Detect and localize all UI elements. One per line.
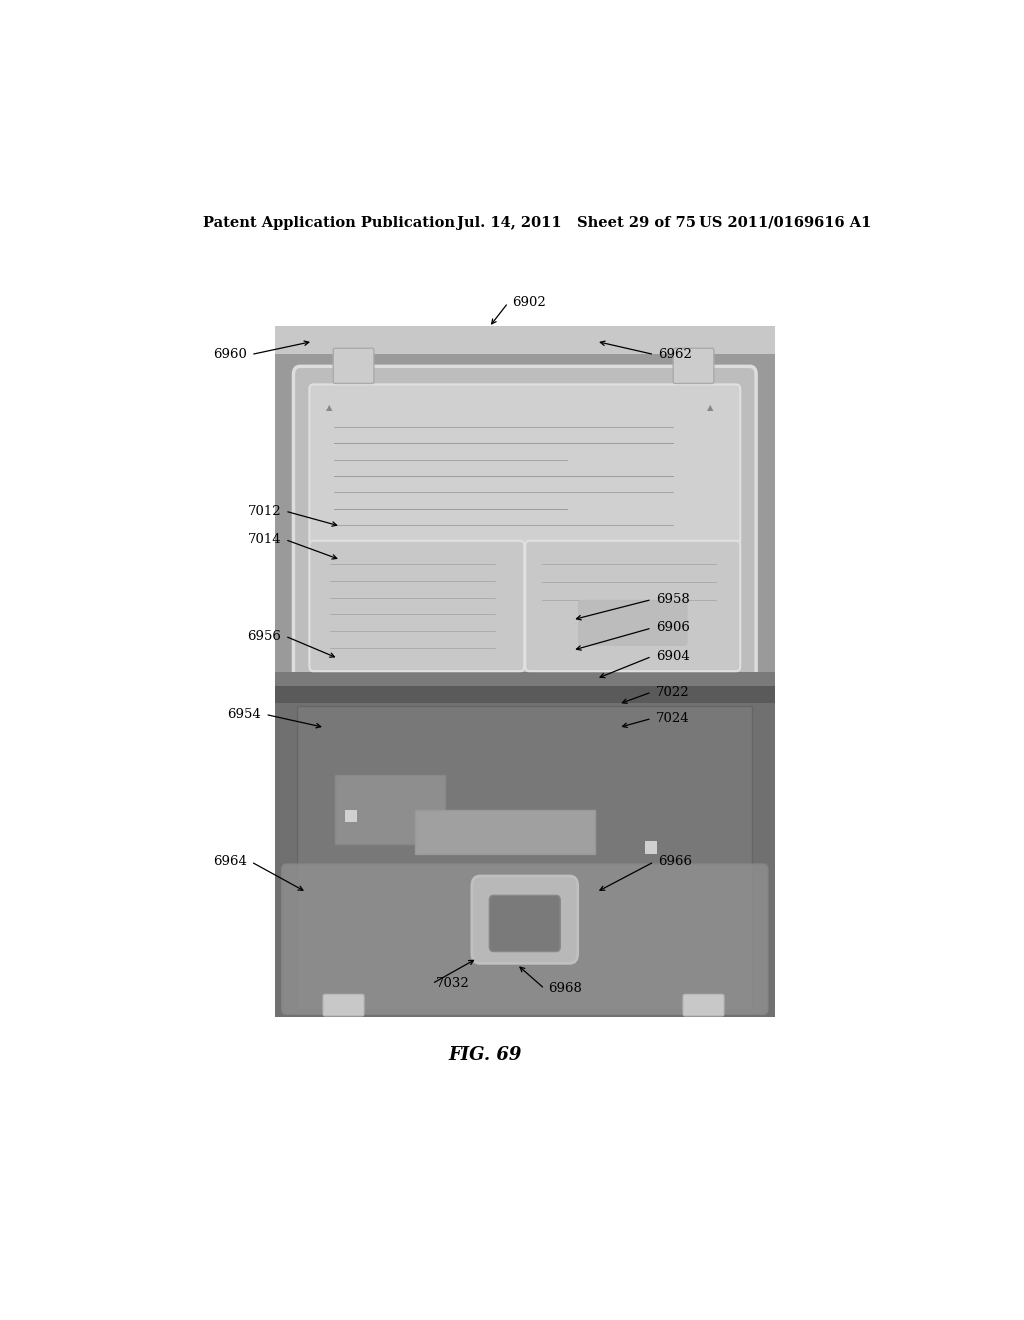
- FancyBboxPatch shape: [333, 348, 374, 383]
- FancyBboxPatch shape: [282, 865, 768, 1014]
- FancyBboxPatch shape: [579, 601, 687, 623]
- Text: 6904: 6904: [655, 649, 689, 663]
- Text: 6956: 6956: [247, 630, 282, 643]
- Text: 6964: 6964: [213, 855, 247, 869]
- Text: 7024: 7024: [655, 711, 689, 725]
- Bar: [274, 702, 775, 1018]
- FancyBboxPatch shape: [309, 384, 740, 545]
- Text: US 2011/0169616 A1: US 2011/0169616 A1: [699, 216, 871, 230]
- Text: 6968: 6968: [549, 982, 583, 995]
- Text: Patent Application Publication: Patent Application Publication: [204, 216, 456, 230]
- Text: 7032: 7032: [436, 977, 470, 990]
- Text: Jul. 14, 2011   Sheet 29 of 75: Jul. 14, 2011 Sheet 29 of 75: [458, 216, 696, 230]
- Text: 6902: 6902: [512, 296, 546, 309]
- Bar: [645, 841, 657, 854]
- Text: 7014: 7014: [248, 533, 282, 546]
- Bar: [274, 672, 775, 685]
- Bar: [274, 326, 775, 685]
- Bar: [274, 326, 775, 354]
- Bar: [335, 775, 444, 845]
- FancyBboxPatch shape: [324, 994, 364, 1016]
- Bar: [274, 326, 775, 1018]
- Bar: [297, 706, 753, 1010]
- FancyBboxPatch shape: [579, 622, 687, 645]
- FancyBboxPatch shape: [673, 348, 714, 383]
- Bar: [415, 809, 595, 854]
- Text: 6960: 6960: [213, 348, 247, 362]
- Text: 7012: 7012: [248, 504, 282, 517]
- FancyBboxPatch shape: [489, 895, 560, 952]
- Text: 6906: 6906: [655, 622, 689, 635]
- Bar: [274, 685, 775, 702]
- Text: ▲: ▲: [707, 403, 713, 412]
- FancyBboxPatch shape: [472, 876, 578, 964]
- Text: FIG. 69: FIG. 69: [449, 1045, 522, 1064]
- Bar: [345, 809, 357, 822]
- Text: 7022: 7022: [655, 685, 689, 698]
- FancyBboxPatch shape: [525, 541, 740, 671]
- Text: 6962: 6962: [658, 348, 692, 362]
- FancyBboxPatch shape: [294, 367, 756, 684]
- FancyBboxPatch shape: [683, 994, 724, 1016]
- FancyBboxPatch shape: [309, 541, 524, 671]
- Text: 6966: 6966: [658, 855, 692, 869]
- Text: ▲: ▲: [326, 403, 333, 412]
- Text: 6954: 6954: [227, 708, 261, 721]
- Text: 6958: 6958: [655, 593, 689, 606]
